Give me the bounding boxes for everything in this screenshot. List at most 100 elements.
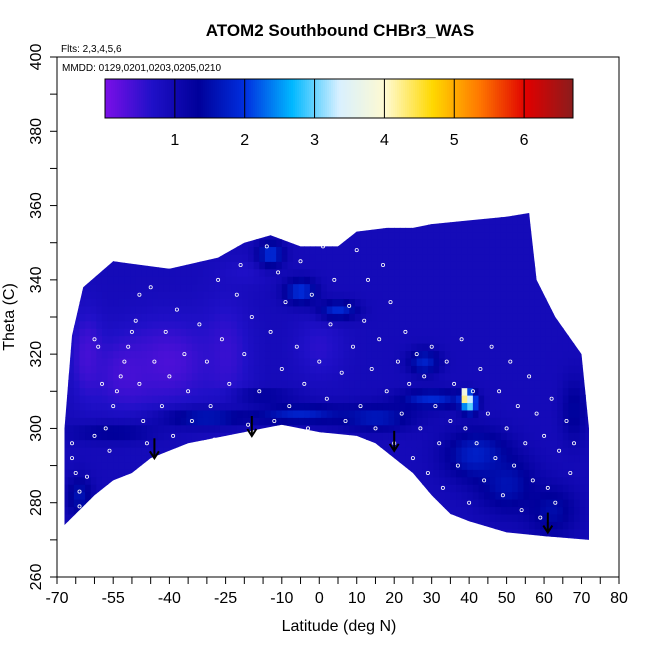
field-cell — [276, 439, 283, 448]
field-cell — [79, 387, 86, 396]
field-cell — [85, 305, 92, 314]
field-cell — [253, 424, 260, 433]
field-cell — [354, 402, 362, 411]
field-cell — [270, 484, 277, 493]
field-cell — [304, 224, 311, 233]
field-cell — [557, 551, 563, 559]
field-cell — [467, 461, 474, 470]
field-cell — [298, 513, 305, 522]
field-cell — [64, 499, 69, 508]
field-cell — [529, 491, 536, 500]
field-cell — [96, 476, 103, 485]
field-cell — [371, 313, 378, 322]
field-cell — [316, 544, 322, 552]
field-cell — [236, 380, 244, 389]
field-cell — [119, 544, 125, 552]
field-cell — [326, 343, 333, 352]
field-cell — [64, 476, 69, 485]
field-cell — [304, 439, 311, 448]
field-cell — [332, 454, 339, 463]
field-cell — [63, 551, 69, 559]
field-cell — [169, 484, 176, 493]
field-cell — [158, 521, 165, 530]
field-cell — [163, 224, 170, 233]
field-cell — [146, 476, 154, 485]
field-cell — [422, 261, 429, 270]
field-cell — [57, 284, 63, 292]
field-cell — [416, 328, 423, 337]
field-cell — [343, 506, 350, 515]
field-cell — [64, 536, 69, 540]
field-cell — [124, 213, 131, 218]
field-cell — [456, 350, 463, 359]
field-cell — [585, 424, 589, 433]
field-cell — [236, 513, 244, 522]
field-cell — [568, 291, 575, 300]
field-cell — [57, 298, 63, 306]
field-cell — [209, 202, 215, 210]
field-cell — [517, 231, 525, 240]
field-cell — [231, 231, 238, 240]
field-cell — [253, 499, 260, 508]
field-cell — [517, 476, 525, 485]
field-cell — [534, 506, 541, 515]
field-cell — [135, 461, 142, 470]
field-cell — [101, 313, 109, 322]
field-cell — [309, 372, 317, 381]
field-cell — [248, 213, 255, 218]
field-cell — [79, 231, 86, 240]
field-cell — [343, 231, 350, 240]
field-cell — [366, 298, 373, 307]
field-cell — [141, 350, 148, 359]
field-cell — [467, 484, 474, 493]
field-cell — [141, 202, 147, 210]
sample-point — [410, 456, 415, 461]
field-cell — [422, 276, 429, 285]
field-cell — [298, 268, 305, 277]
field-cell — [495, 461, 502, 470]
field-cell — [118, 283, 126, 292]
field-cell — [135, 291, 142, 300]
field-cell — [186, 194, 192, 202]
field-cell — [517, 239, 525, 248]
field-cell — [309, 439, 317, 448]
field-cell — [79, 261, 86, 270]
field-cell — [360, 461, 367, 470]
colorbar-swatch — [289, 79, 292, 118]
field-cell — [349, 239, 356, 248]
field-cell — [388, 246, 395, 255]
field-cell — [191, 417, 199, 426]
field-cell — [68, 253, 75, 262]
field-cell — [175, 246, 182, 255]
sample-point — [512, 463, 517, 468]
field-cell — [416, 387, 423, 396]
field-cell — [197, 357, 204, 366]
field-cell — [118, 499, 126, 508]
field-cell — [562, 395, 570, 404]
field-cell — [309, 424, 317, 433]
field-cell — [405, 343, 412, 352]
field-cell — [259, 305, 266, 314]
field-cell — [416, 395, 423, 404]
field-cell — [197, 246, 204, 255]
field-cell — [113, 253, 120, 262]
field-cell — [489, 231, 496, 240]
sample-point — [549, 396, 554, 401]
field-cell — [512, 372, 519, 381]
field-cell — [574, 372, 581, 381]
field-cell — [304, 194, 310, 202]
field-cell — [479, 194, 485, 202]
field-cell — [146, 224, 154, 233]
field-cell — [135, 261, 142, 270]
field-cell — [377, 291, 384, 300]
field-cell — [366, 216, 373, 225]
field-cell — [506, 239, 513, 248]
field-cell — [253, 365, 260, 374]
field-cell — [591, 499, 597, 507]
field-cell — [57, 395, 63, 403]
field-cell — [562, 343, 570, 352]
field-cell — [270, 283, 277, 292]
field-cell — [214, 231, 221, 240]
field-cell — [450, 343, 457, 352]
field-cell — [332, 291, 339, 300]
